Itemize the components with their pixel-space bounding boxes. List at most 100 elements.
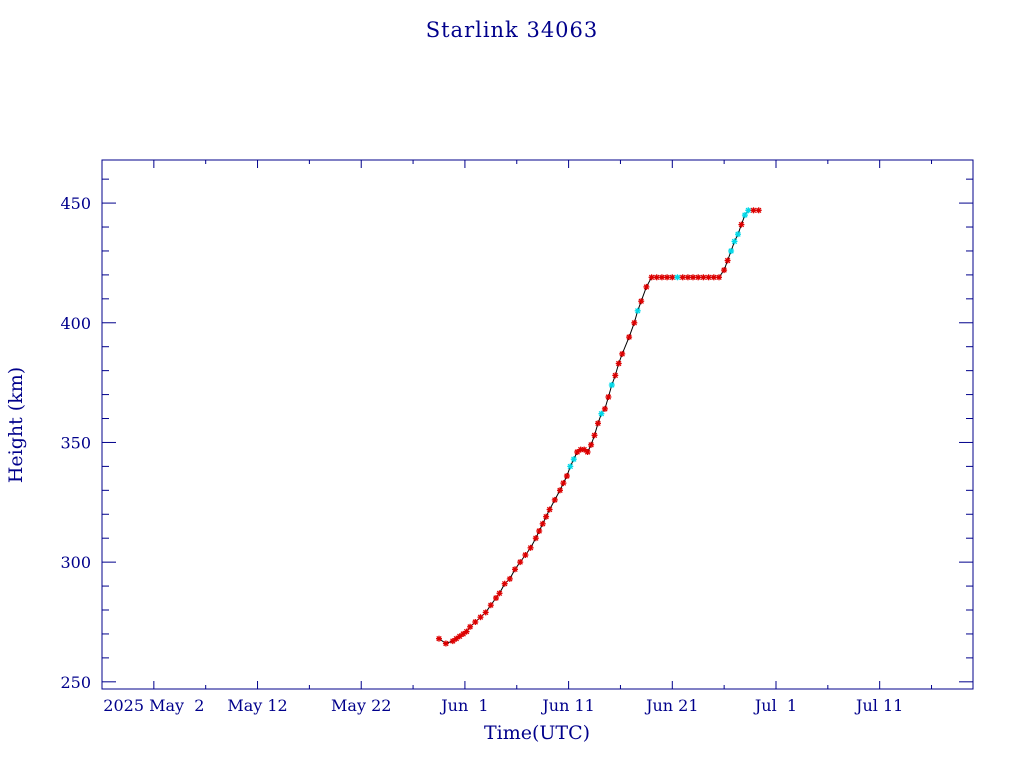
data-point-stroke xyxy=(584,449,591,455)
data-point xyxy=(631,319,638,326)
data-point-stroke xyxy=(735,231,741,237)
data-point xyxy=(536,528,543,534)
data-point xyxy=(638,298,645,305)
data-point xyxy=(626,334,633,341)
data-point-stroke xyxy=(664,274,670,281)
data-point xyxy=(584,449,591,455)
data-point-stroke xyxy=(557,487,563,494)
data-point xyxy=(598,410,605,417)
data-point xyxy=(557,487,563,494)
x-tick-label: Jun 21 xyxy=(644,696,698,715)
data-point-stroke xyxy=(695,274,701,281)
data-point xyxy=(570,456,577,463)
data-point xyxy=(453,635,460,642)
data-point-stroke xyxy=(522,552,529,558)
data-point xyxy=(724,257,731,264)
y-tick-label: 250 xyxy=(60,673,91,692)
data-point xyxy=(588,441,595,448)
data-point-stroke xyxy=(745,207,752,214)
data-point xyxy=(522,552,529,558)
data-point-stroke xyxy=(567,463,574,470)
data-point-stroke xyxy=(648,274,655,281)
data-point xyxy=(705,274,712,281)
data-point-stroke xyxy=(591,432,598,439)
data-point xyxy=(595,420,601,427)
data-point xyxy=(581,446,588,453)
data-point-stroke xyxy=(512,566,518,573)
data-point-stroke xyxy=(436,635,442,642)
data-point-stroke xyxy=(460,631,466,637)
x-tick-label: May 12 xyxy=(227,696,287,715)
data-point xyxy=(755,207,762,214)
data-point-stroke xyxy=(574,449,580,455)
data-point xyxy=(700,274,707,281)
data-point-stroke xyxy=(685,274,691,281)
data-point-stroke xyxy=(631,320,638,326)
y-tick-label: 300 xyxy=(60,553,91,572)
data-point xyxy=(690,274,696,281)
data-point xyxy=(543,513,550,520)
y-tick-label: 400 xyxy=(60,314,91,333)
data-point xyxy=(591,432,598,439)
data-point xyxy=(648,274,655,281)
data-point xyxy=(615,360,622,367)
data-point xyxy=(750,207,757,214)
data-point xyxy=(546,506,553,513)
data-point-stroke xyxy=(700,274,707,281)
data-point xyxy=(539,520,546,527)
data-point-stroke xyxy=(507,576,513,582)
data-point xyxy=(501,580,508,587)
data-point xyxy=(684,274,691,281)
data-point xyxy=(436,635,442,642)
data-point-stroke xyxy=(453,635,460,642)
data-point-stroke xyxy=(728,248,734,254)
data-point xyxy=(674,274,681,281)
data-point xyxy=(695,274,702,281)
data-point-stroke xyxy=(690,274,696,281)
data-point-stroke xyxy=(659,274,665,281)
plot-frame xyxy=(101,159,974,690)
data-point-stroke xyxy=(581,446,587,453)
data-point-stroke xyxy=(705,274,712,281)
data-point-stroke xyxy=(482,609,489,616)
data-point-stroke xyxy=(546,506,553,513)
data-point xyxy=(745,207,752,214)
data-point-stroke xyxy=(738,221,745,228)
data-point xyxy=(605,394,612,400)
data-point-stroke xyxy=(643,284,650,290)
data-point xyxy=(463,628,470,635)
data-point xyxy=(731,238,738,245)
data-point-stroke xyxy=(612,372,619,379)
x-axis-label: Time(UTC) xyxy=(484,722,590,744)
data-point xyxy=(487,602,494,609)
y-tick-label: 450 xyxy=(60,194,91,213)
data-point-stroke xyxy=(450,638,456,644)
data-point-stroke xyxy=(501,580,508,587)
series-group xyxy=(436,207,762,647)
data-point xyxy=(741,212,748,219)
data-point-stroke xyxy=(598,410,605,417)
data-point-stroke xyxy=(467,624,473,630)
data-point xyxy=(567,463,574,470)
data-point xyxy=(532,535,539,542)
data-point xyxy=(738,221,745,228)
data-point xyxy=(728,248,735,254)
data-point-stroke xyxy=(517,559,523,565)
data-point xyxy=(551,496,558,503)
data-point xyxy=(658,274,665,281)
data-point xyxy=(608,382,615,388)
data-point-stroke xyxy=(711,274,717,281)
data-point-stroke xyxy=(609,382,615,388)
data-point xyxy=(563,473,570,479)
data-point-stroke xyxy=(619,351,625,357)
data-point-stroke xyxy=(724,257,731,264)
data-point xyxy=(669,274,676,281)
data-point xyxy=(664,274,671,281)
data-point-stroke xyxy=(443,640,449,647)
data-point-stroke xyxy=(496,590,503,597)
data-point xyxy=(493,595,499,601)
data-point-stroke xyxy=(755,207,762,214)
data-point xyxy=(442,640,449,647)
x-tick-label: Jun 11 xyxy=(540,696,594,715)
